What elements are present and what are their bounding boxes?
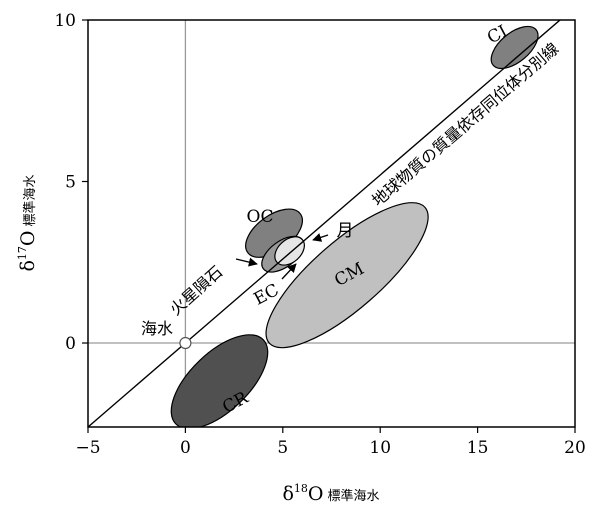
x-tick-label: 15	[467, 438, 489, 458]
plot-frame	[87, 19, 576, 428]
ec-arrow	[281, 263, 297, 280]
y-axis-label-sub: 標準海水	[22, 174, 38, 226]
y-axis-label-rest: O	[17, 230, 39, 246]
region-cr	[170, 334, 269, 427]
region-label-oc: OC	[247, 207, 274, 227]
seawater-point	[179, 336, 192, 350]
x-axis-label-rest: O	[308, 483, 324, 505]
y-axis-label-sup: 17	[16, 246, 29, 260]
y-tick-label: 5	[65, 173, 76, 193]
seawater-label: 海水	[141, 319, 173, 338]
x-axis-label-sub: 標準海水	[328, 488, 380, 504]
x-axis-label-sup: 18	[294, 482, 308, 495]
y-tick-label: 0	[65, 334, 76, 354]
x-tick-label: 5	[277, 438, 288, 458]
region-cm	[265, 202, 429, 349]
x-tick-label: 10	[369, 438, 391, 458]
x-axis-label: δ18O 標準海水	[282, 482, 379, 505]
x-tick-label: −5	[75, 438, 100, 458]
region-ci	[490, 25, 539, 70]
fractionation-line-label: 地球物質の質量依存同位体分別線	[368, 39, 562, 210]
mars-meteorite-label: 火星隕石	[166, 262, 226, 319]
mars-arrow	[235, 257, 258, 267]
x-tick-label: 20	[564, 438, 586, 458]
region-moon	[274, 236, 305, 266]
fractionation-line	[88, 20, 562, 427]
moon-arrow	[312, 233, 329, 242]
y-tick-label: 10	[54, 11, 76, 31]
region-label-moon: 月	[337, 221, 354, 241]
y-axis-label-base: δ	[17, 260, 39, 271]
x-axis-label-base: δ	[282, 483, 293, 505]
y-axis-label: δ17O 標準海水	[16, 174, 39, 271]
x-tick-label: 0	[180, 438, 191, 458]
